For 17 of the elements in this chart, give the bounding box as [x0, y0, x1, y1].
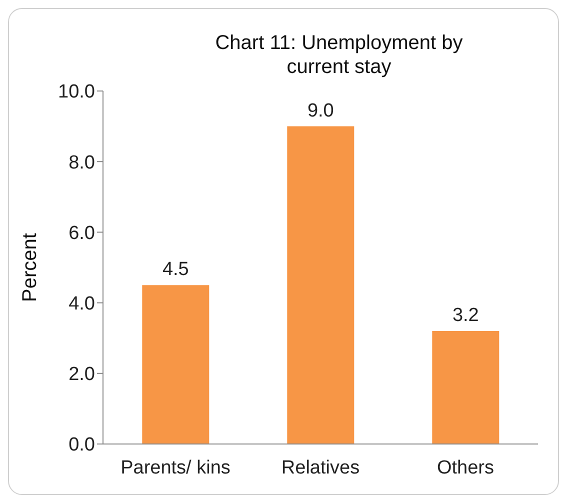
chart-title: Chart 11: Unemployment by current stay	[214, 31, 464, 79]
x-tick-label: Parents/ kins	[120, 457, 230, 478]
y-tick-label: 4.0	[68, 294, 95, 315]
y-tick-label: 0.0	[68, 434, 95, 456]
bar	[142, 285, 210, 444]
x-tick-label: Others	[436, 457, 494, 478]
y-tick-label: 2.0	[68, 364, 95, 386]
y-axis-title: Percent	[19, 232, 42, 302]
data-label: 4.5	[162, 259, 189, 280]
y-tick-label: 10.0	[58, 82, 95, 103]
bar	[287, 126, 354, 444]
data-label: 3.2	[452, 305, 479, 326]
bar	[432, 331, 500, 444]
y-tick-label: 6.0	[68, 222, 95, 244]
data-label: 9.0	[307, 100, 334, 122]
x-tick-label: Relatives	[281, 457, 360, 478]
y-tick-label: 8.0	[68, 152, 95, 174]
